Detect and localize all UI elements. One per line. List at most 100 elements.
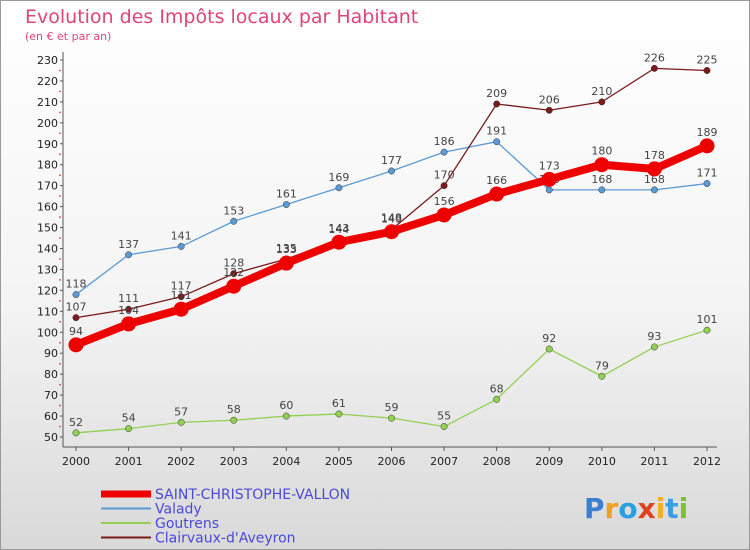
y-tick-label: 120 (37, 284, 58, 297)
y-minor-tick (59, 90, 61, 93)
data-point (388, 414, 395, 422)
data-point (335, 410, 343, 418)
data-label: 61 (332, 397, 346, 410)
legend-label: Valady (155, 502, 202, 518)
chart-title: Evolution des Impôts locaux par Habitant (25, 6, 418, 28)
data-point (72, 291, 80, 299)
data-label: 133 (276, 243, 297, 256)
data-point (331, 234, 347, 250)
y-tick-label: 180 (37, 159, 58, 172)
y-tick-label: 220 (37, 75, 58, 88)
data-label: 143 (328, 222, 349, 235)
data-label: 137 (118, 238, 139, 251)
data-point (230, 270, 238, 278)
data-point (594, 157, 610, 173)
y-minor-tick (59, 279, 61, 281)
y-minor-tick (59, 153, 61, 156)
x-tick-label: 2000 (62, 455, 90, 468)
data-label: 166 (486, 174, 507, 187)
data-label: 55 (437, 410, 451, 423)
data-point (545, 106, 553, 114)
data-label: 209 (486, 87, 507, 100)
y-minor-tick (59, 132, 61, 135)
data-point (541, 171, 557, 187)
data-point (335, 184, 343, 192)
data-label: 206 (539, 93, 560, 106)
data-point (650, 64, 658, 72)
data-point (72, 429, 80, 437)
x-tick-label: 2005 (325, 455, 353, 468)
y-tick-label: 140 (37, 243, 58, 256)
y-tick-label: 190 (37, 138, 58, 151)
x-tick-label: 2012 (693, 455, 721, 468)
data-label: 111 (171, 289, 192, 302)
data-label: 191 (486, 125, 507, 138)
x-tick-label: 2001 (115, 455, 143, 468)
data-label: 128 (223, 257, 244, 270)
data-point (72, 314, 80, 322)
y-tick-label: 200 (37, 117, 58, 130)
data-point (650, 186, 658, 194)
y-minor-tick (59, 362, 61, 365)
data-point (493, 395, 501, 403)
y-minor-tick (59, 111, 61, 114)
data-point (703, 67, 711, 74)
data-point (703, 180, 711, 188)
data-label: 168 (644, 173, 665, 186)
data-point (699, 138, 715, 154)
logo-letter: i (656, 492, 666, 525)
logo-letter: i (679, 492, 689, 525)
proxiti-logo: Proxiti (584, 492, 688, 525)
data-label: 60 (279, 399, 293, 412)
data-label: 52 (69, 416, 83, 429)
data-point (177, 242, 185, 250)
data-point (230, 217, 238, 225)
data-point (436, 207, 452, 223)
data-label: 104 (118, 304, 139, 317)
legend-label: Goutrens (155, 516, 219, 532)
y-minor-tick (59, 320, 61, 323)
data-point (598, 372, 606, 380)
data-label: 117 (171, 280, 192, 293)
data-label: 144 (328, 223, 349, 236)
y-tick-label: 150 (37, 222, 58, 235)
data-point (282, 201, 290, 208)
data-label: 93 (647, 330, 661, 343)
y-minor-tick (59, 258, 61, 260)
y-tick-label: 110 (37, 305, 58, 318)
data-label: 169 (328, 171, 349, 184)
y-tick-label: 170 (37, 180, 58, 193)
y-tick-label: 90 (44, 347, 58, 360)
data-point (173, 301, 189, 317)
series-1: 118137141153161169177186191168168168171 (66, 125, 718, 299)
data-point (230, 416, 238, 424)
data-point (384, 224, 399, 240)
data-label: 171 (697, 167, 718, 180)
y-tick-label: 160 (37, 201, 58, 214)
logo-letter: x (638, 492, 656, 525)
x-tick-label: 2003 (220, 455, 248, 468)
x-tick-label: 2009 (535, 455, 563, 468)
data-point (177, 293, 185, 301)
data-label: 168 (591, 173, 612, 186)
data-label: 92 (542, 332, 556, 345)
data-point (545, 345, 553, 353)
data-point (646, 161, 662, 177)
data-point (703, 326, 711, 334)
data-label: 57 (174, 405, 188, 418)
data-point (598, 98, 606, 106)
data-point (125, 305, 133, 313)
data-label: 94 (69, 325, 83, 338)
y-minor-tick (59, 195, 61, 198)
data-label: 68 (490, 382, 504, 395)
data-point (282, 412, 290, 420)
data-label: 225 (697, 53, 718, 66)
y-minor-tick (59, 425, 61, 428)
y-tick-label: 50 (44, 431, 58, 444)
data-label: 135 (276, 242, 297, 255)
chart-subtitle: (en € et par an) (25, 30, 111, 43)
x-tick-label: 2008 (483, 455, 511, 468)
y-minor-tick (59, 237, 61, 239)
